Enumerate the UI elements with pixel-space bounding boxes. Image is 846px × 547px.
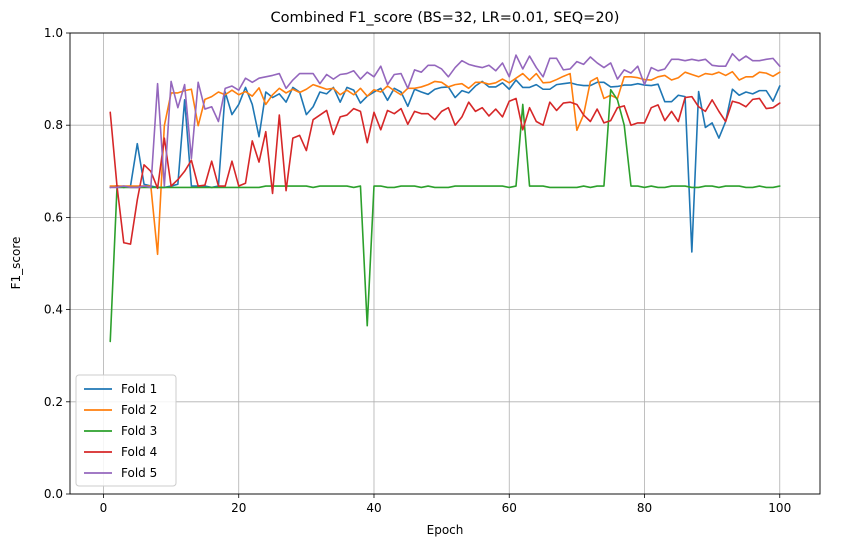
legend-label: Fold 5 [121,466,157,480]
y-tick-label: 0.2 [44,395,63,409]
legend-label: Fold 4 [121,445,157,459]
x-tick-label: 80 [637,501,652,515]
chart-title: Combined F1_score (BS=32, LR=0.01, SEQ=2… [271,10,620,26]
y-tick-label: 0.8 [44,118,63,132]
series-line-fold-3 [109,88,781,343]
y-tick-label: 0.6 [44,210,63,224]
x-tick-label: 0 [100,501,108,515]
x-tick-label: 40 [366,501,381,515]
legend: Fold 1 Fold 2 Fold 3 Fold 4 Fold 5 [75,374,177,487]
x-tick-label: 20 [231,501,246,515]
x-axis-ticks: 0 20 40 60 80 100 [100,494,791,515]
legend-label: Fold 2 [121,403,157,417]
x-axis-label: Epoch [427,523,464,537]
series-line-fold-1 [109,79,781,253]
y-axis-label: F1_score [9,237,23,290]
series-lines [109,52,781,343]
legend-box [75,374,177,487]
legend-label: Fold 3 [121,424,157,438]
series-line-fold-2 [109,70,781,256]
series-line-fold-4 [109,95,781,245]
legend-label: Fold 1 [121,382,157,396]
series-line-fold-5 [109,52,781,189]
x-tick-label: 100 [768,501,791,515]
x-tick-label: 60 [502,501,517,515]
y-tick-label: 0.4 [44,303,63,317]
y-tick-label: 0.0 [44,487,63,501]
y-axis-ticks: 0.0 0.2 0.4 0.6 0.8 1.0 [44,26,70,501]
plot-area-frame [69,32,821,495]
y-tick-label: 1.0 [44,26,63,40]
